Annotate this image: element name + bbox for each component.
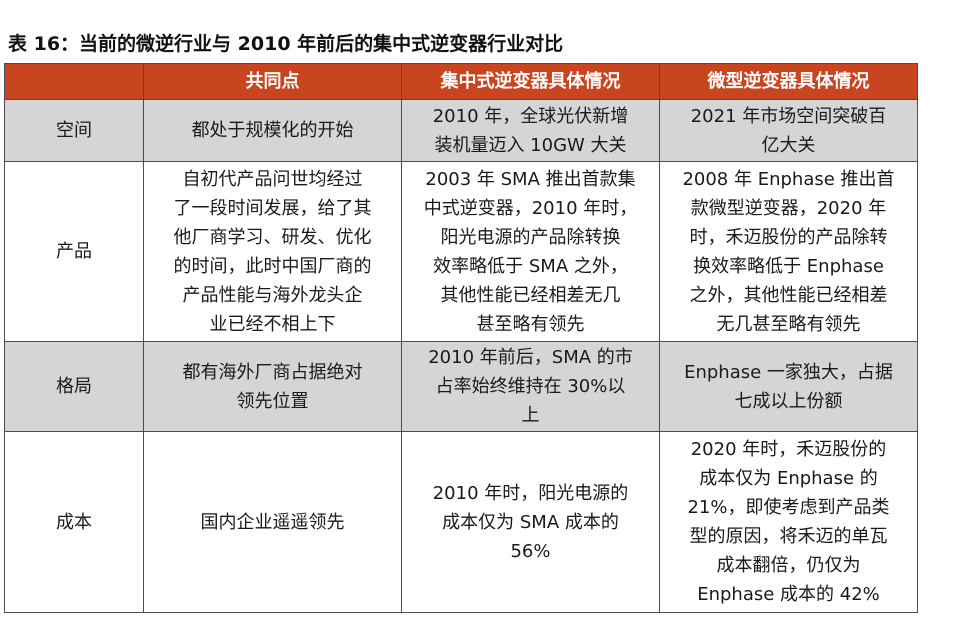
cell-common: 国内企业遥遥领先: [143, 431, 402, 613]
cell-central: 2010 年前后，SMA 的市 占率始终维持在 30%以 上: [401, 341, 660, 432]
cell-central: 2003 年 SMA 推出首款集 中式逆变器，2010 年时， 阳光电源的产品除…: [401, 161, 660, 342]
cell-common: 都有海外厂商占据绝对 领先位置: [143, 341, 402, 432]
table-title: 表 16：当前的微逆行业与 2010 年前后的集中式逆变器行业对比: [8, 33, 564, 55]
table-row: 格局 都有海外厂商占据绝对 领先位置 2010 年前后，SMA 的市 占率始终维…: [4, 341, 918, 432]
cell-micro: Enphase 一家独大，占据 七成以上份额: [659, 341, 918, 432]
header-row: 共同点 集中式逆变器具体情况 微型逆变器具体情况: [4, 63, 918, 100]
row-label: 格局: [4, 341, 144, 432]
cell-micro: 2008 年 Enphase 推出首 款微型逆变器，2020 年 时，禾迈股份的…: [659, 161, 918, 342]
comparison-table: 共同点 集中式逆变器具体情况 微型逆变器具体情况 空间 都处于规模化的开始 20…: [4, 63, 918, 613]
row-label: 成本: [4, 431, 144, 613]
cell-central: 2010 年，全球光伏新增 装机量迈入 10GW 大关: [401, 99, 660, 162]
header-common: 共同点: [143, 63, 402, 100]
header-micro: 微型逆变器具体情况: [659, 63, 918, 100]
table-row: 空间 都处于规模化的开始 2010 年，全球光伏新增 装机量迈入 10GW 大关…: [4, 99, 918, 162]
cell-common: 都处于规模化的开始: [143, 99, 402, 162]
header-blank: [4, 63, 144, 100]
cell-common: 自初代产品问世均经过 了一段时间发展，给了其 他厂商学习、研发、优化 的时间，此…: [143, 161, 402, 342]
header-central: 集中式逆变器具体情况: [401, 63, 660, 100]
row-label: 空间: [4, 99, 144, 162]
table-row: 产品 自初代产品问世均经过 了一段时间发展，给了其 他厂商学习、研发、优化 的时…: [4, 161, 918, 342]
cell-micro: 2020 年时，禾迈股份的 成本仅为 Enphase 的 21%，即使考虑到产品…: [659, 431, 918, 613]
row-label: 产品: [4, 161, 144, 342]
cell-central: 2010 年时，阳光电源的 成本仅为 SMA 成本的 56%: [401, 431, 660, 613]
table-row: 成本 国内企业遥遥领先 2010 年时，阳光电源的 成本仅为 SMA 成本的 5…: [4, 431, 918, 613]
cell-micro: 2021 年市场空间突破百 亿大关: [659, 99, 918, 162]
